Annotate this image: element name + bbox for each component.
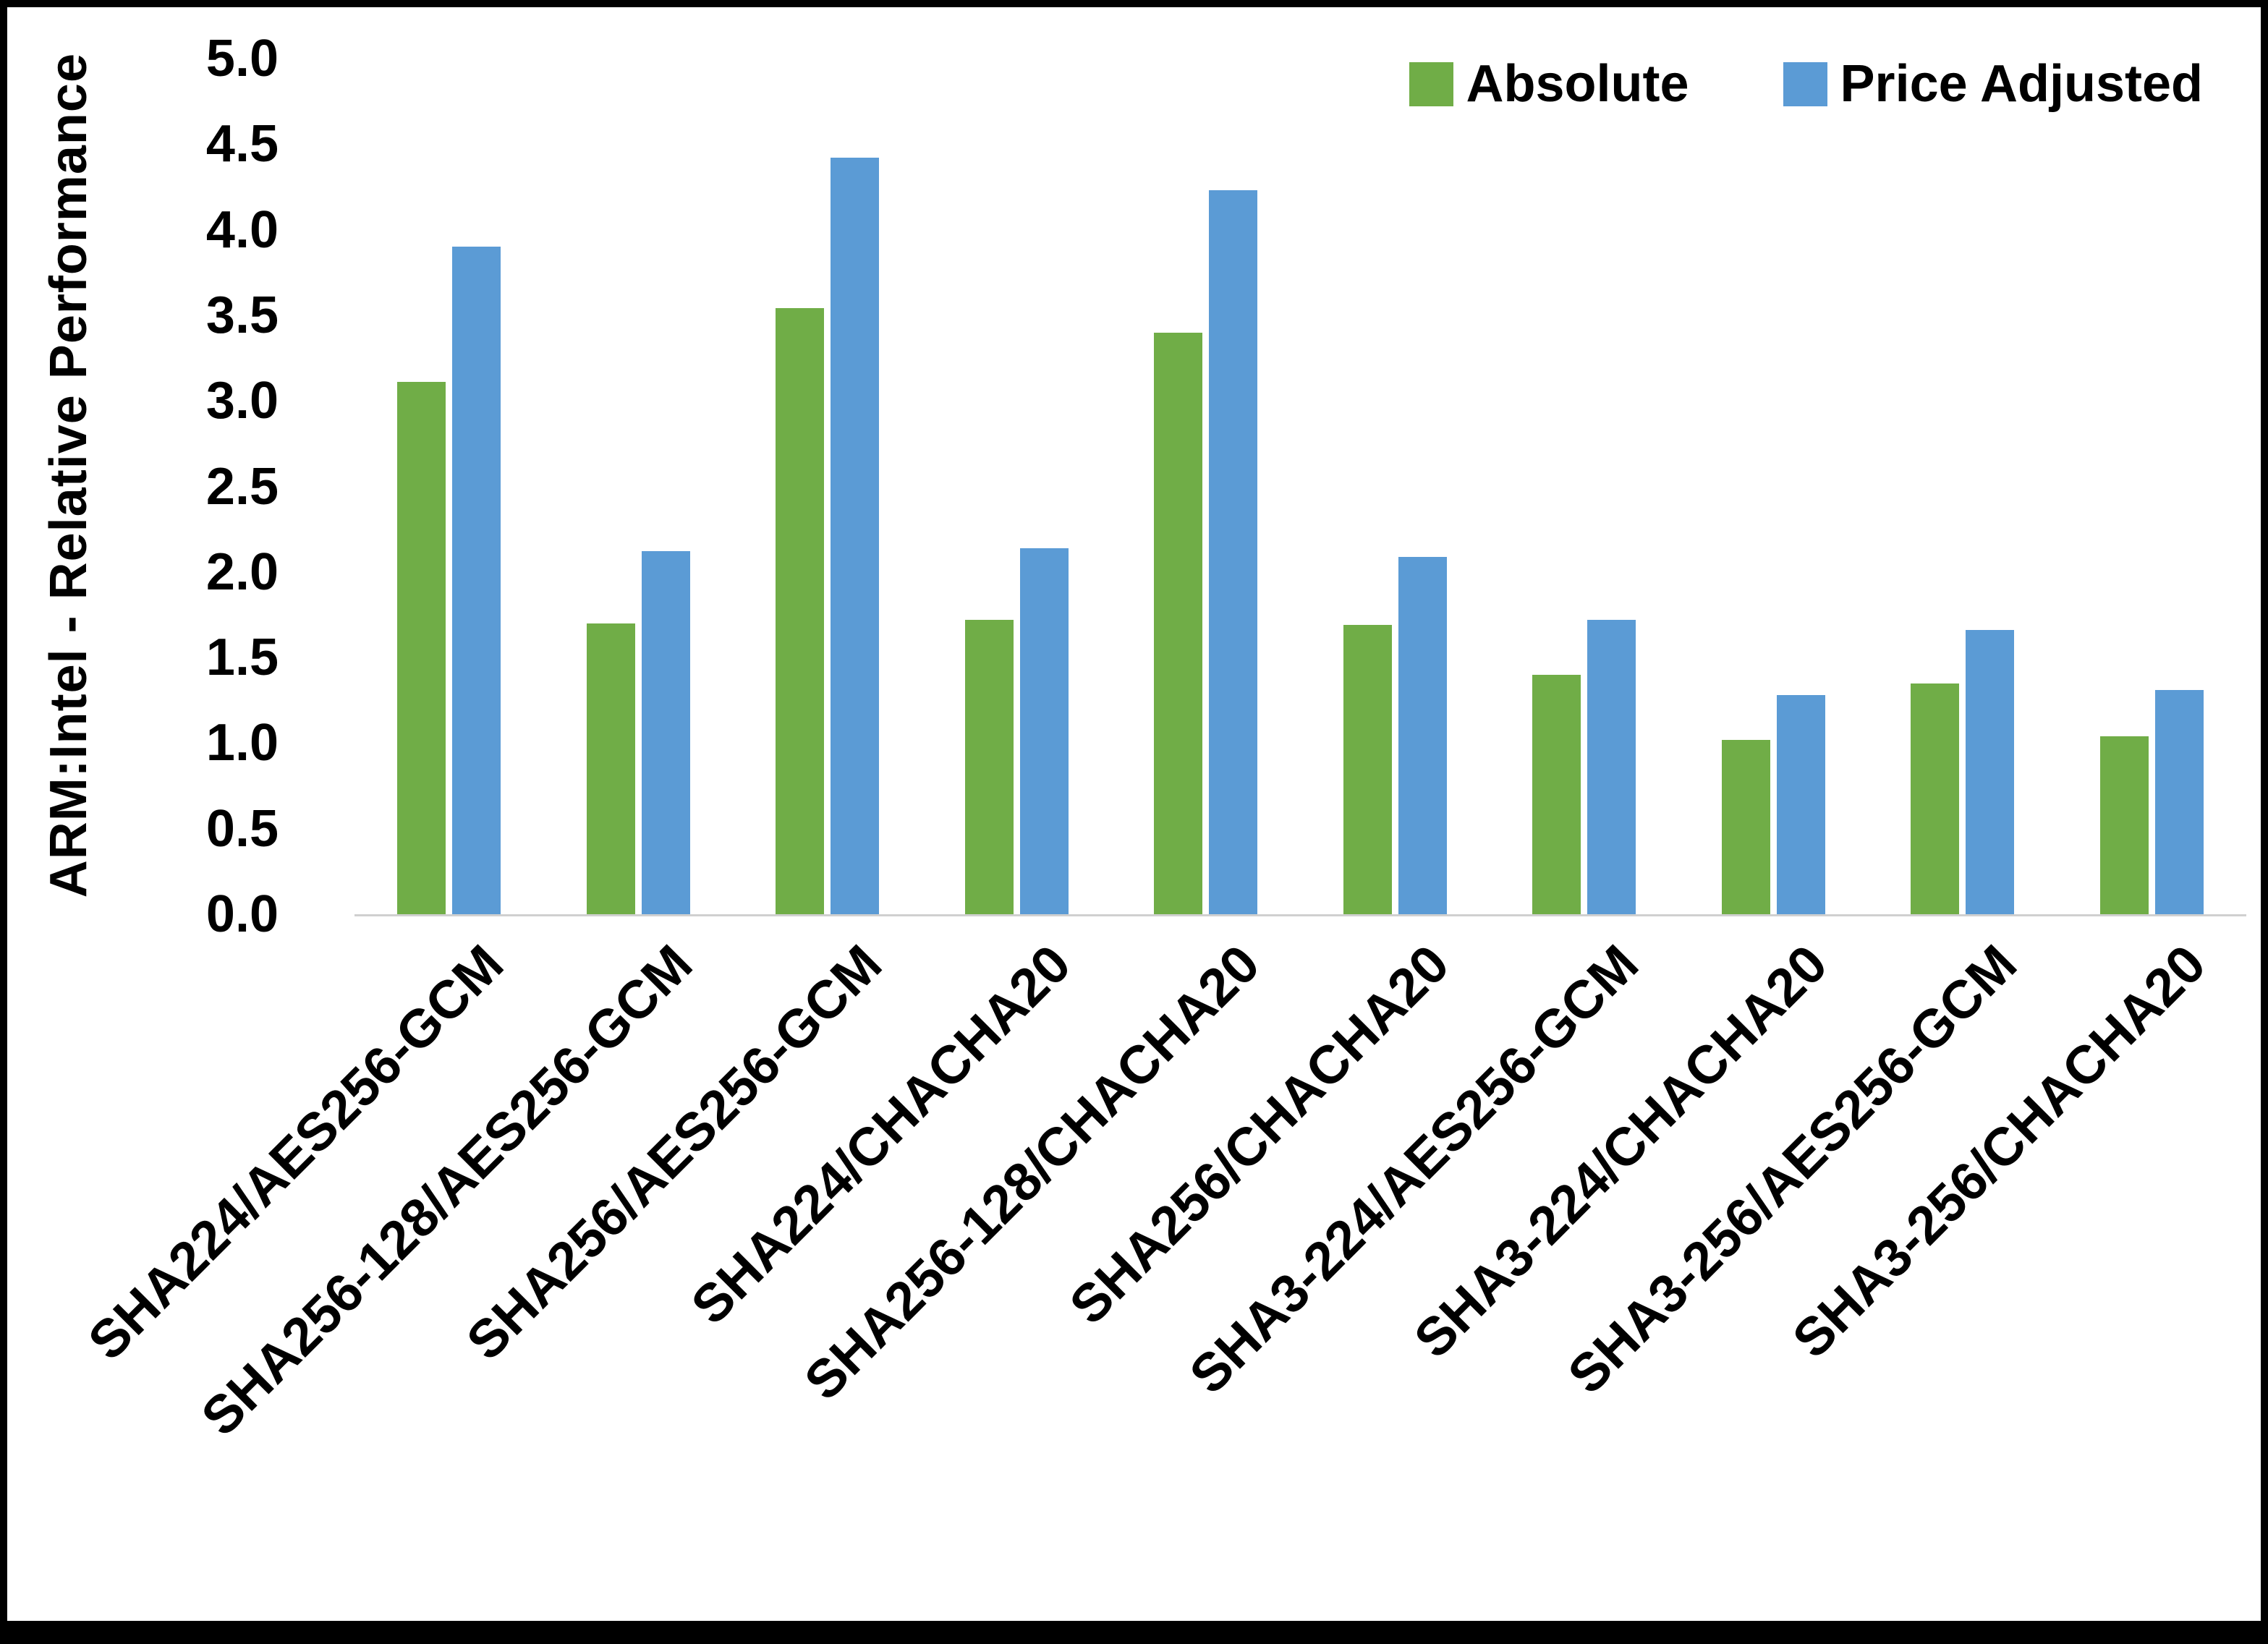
x-axis-line [354, 914, 2246, 916]
bar-absolute [2099, 736, 2149, 914]
x-axis-label: SHA256/CHACHA20 [1058, 933, 1461, 1336]
y-tick-label: 0.0 [205, 885, 279, 943]
bar-price-adjusted [1209, 190, 1258, 914]
y-tick-label: 3.0 [205, 372, 279, 430]
bar-group [922, 59, 1112, 914]
bar-price-adjusted [1966, 630, 2015, 914]
legend: Absolute Price Adjusted [1409, 58, 2203, 110]
bar-price-adjusted [1776, 695, 1825, 914]
legend-swatch [1783, 61, 1827, 106]
bar-group [2057, 59, 2247, 914]
bar-absolute [1532, 674, 1581, 914]
bar-group [354, 59, 544, 914]
bar-group [733, 59, 922, 914]
y-tick-label: 0.5 [205, 799, 279, 858]
bars-container [354, 59, 2246, 914]
bar-price-adjusted [831, 158, 880, 914]
y-tick-label: 4.0 [205, 200, 279, 259]
bar-price-adjusted [1019, 548, 1069, 914]
y-tick-label: 1.0 [205, 714, 279, 772]
bar-absolute [964, 620, 1014, 914]
legend-label: Absolute [1466, 55, 1689, 113]
y-axis-ticks: 0.0 0.5 1.0 1.5 2.0 2.5 3.0 3.5 4.0 4.5 5.0 [116, 33, 279, 940]
y-axis-title-wrap: ARM:Intel - Relative Performance [14, 36, 123, 915]
bar-absolute [1721, 739, 1770, 914]
y-tick-label: 1.5 [205, 629, 279, 687]
bar-absolute [397, 382, 446, 914]
bar-price-adjusted [641, 551, 690, 914]
legend-item-absolute: Absolute [1409, 58, 1689, 110]
bar-group [544, 59, 734, 914]
legend-label: Price Adjusted [1840, 55, 2203, 113]
x-axis-label: SHA224/CHACHA20 [679, 933, 1082, 1336]
bar-absolute [1343, 625, 1392, 914]
bar-absolute [1911, 683, 1960, 914]
bar-price-adjusted [452, 247, 501, 914]
bar-price-adjusted [1587, 620, 1636, 914]
bar-price-adjusted [2154, 690, 2204, 914]
bar-absolute [586, 623, 635, 914]
y-tick-label: 2.5 [205, 457, 279, 516]
bar-group [1490, 59, 1679, 914]
bar-absolute [776, 308, 825, 914]
bar-price-adjusted [1398, 556, 1447, 914]
y-tick-label: 3.5 [205, 286, 279, 344]
bar-absolute [1154, 332, 1203, 914]
bar-group [1111, 59, 1301, 914]
legend-swatch [1409, 61, 1453, 106]
y-tick-label: 2.0 [205, 542, 279, 601]
bar-group [1868, 59, 2057, 914]
bar-group [1301, 59, 1490, 914]
bar-group [1679, 59, 1869, 914]
plot-area [354, 59, 2246, 914]
y-axis-title: ARM:Intel - Relative Performance [40, 53, 98, 898]
legend-item-price-adjusted: Price Adjusted [1783, 58, 2203, 110]
y-tick-label: 5.0 [205, 30, 279, 88]
y-tick-label: 4.5 [205, 115, 279, 174]
